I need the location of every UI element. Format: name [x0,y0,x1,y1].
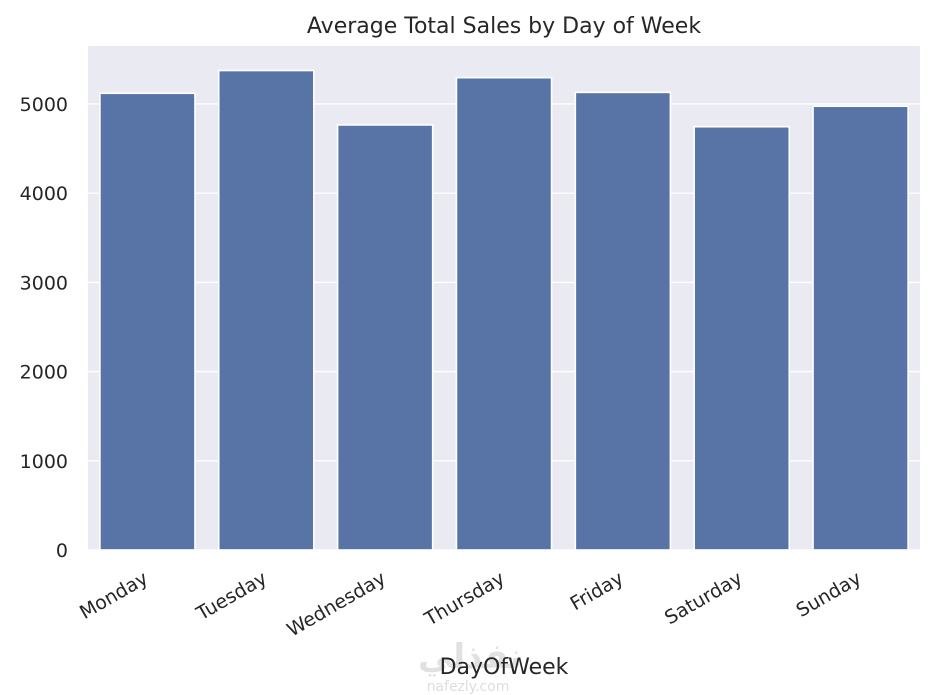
x-tick-label-thursday: Thursday [420,567,508,631]
x-tick-label-friday: Friday [566,567,627,615]
bar-saturday [693,125,791,551]
x-tick-label-tuesday: Tuesday [192,567,271,625]
y-tick-label: 4000 [20,183,68,205]
watermark-arabic: نفذلي [418,637,522,677]
watermark-latin: nafezly.com [427,679,510,695]
y-tick-label: 5000 [20,94,68,116]
y-tick-label: 2000 [20,362,68,384]
y-tick-labels: 0 1000 2000 3000 4000 5000 [20,94,68,562]
x-tick-label-saturday: Saturday [661,567,746,629]
x-tick-labels: Monday Tuesday Wednesday Thursday Friday Satu… [76,567,865,641]
bar-tuesday [217,69,315,551]
bar-wednesday [336,124,434,551]
y-tick-label: 3000 [20,272,68,294]
x-tick-label-monday: Monday [76,567,152,624]
bar-sunday [812,105,909,551]
bar-monday [99,92,196,551]
chart-title: Average Total Sales by Day of Week [307,14,701,39]
y-tick-label: 0 [56,540,68,562]
x-tick-label-wednesday: Wednesday [283,567,389,641]
x-tick-label-sunday: Sunday [793,567,866,622]
bar-thursday [455,76,553,551]
y-tick-label: 1000 [20,451,68,473]
x-axis-label: DayOfWeek [440,655,569,680]
bar-friday [574,91,672,551]
bars [99,69,909,551]
